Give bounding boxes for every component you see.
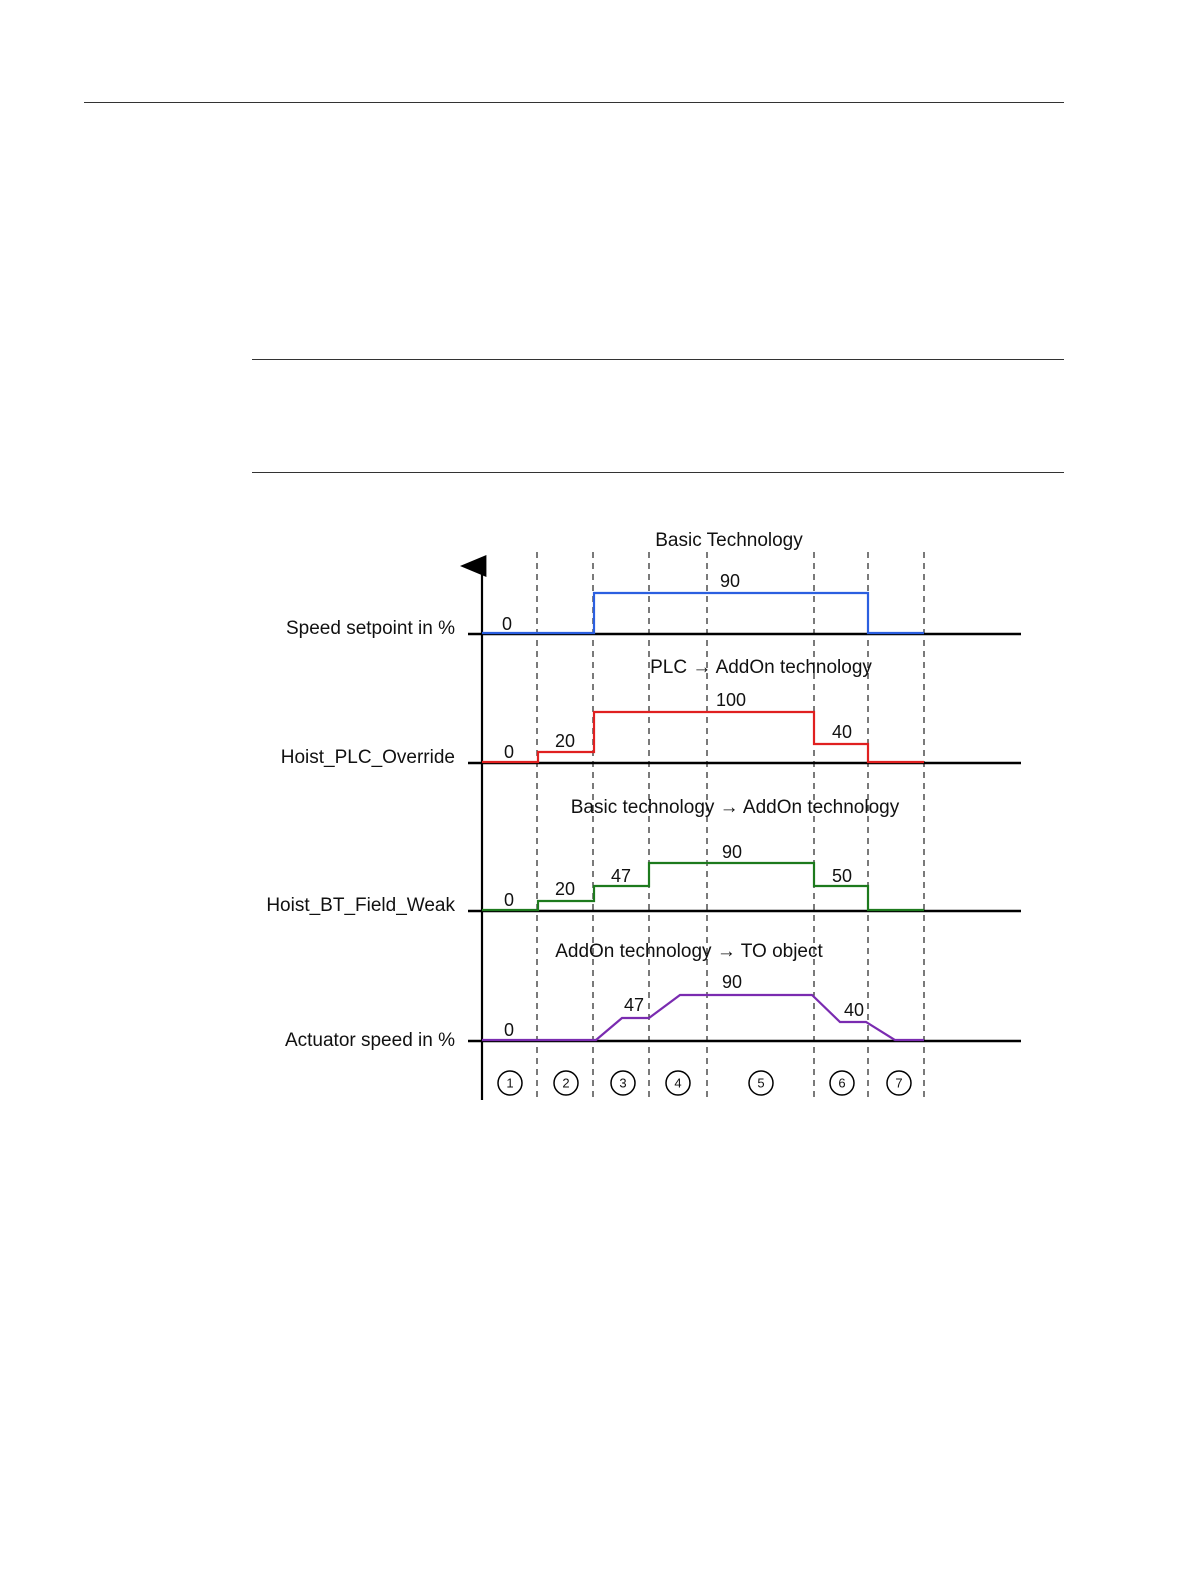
- step-marker-4: 4: [665, 1070, 691, 1096]
- step-number: 1: [506, 1076, 513, 1091]
- value-label-act-47: 47: [624, 995, 644, 1015]
- row-label-speed-setpoint: Speed setpoint in %: [286, 618, 455, 639]
- title-plc-override: PLC → AddOn technology: [650, 657, 872, 678]
- top-rule: [84, 102, 1064, 103]
- phase-dividers: [536, 552, 925, 1100]
- value-label-speed-90: 90: [720, 571, 740, 591]
- trace-actuator: [482, 993, 924, 1042]
- step-number: 4: [674, 1076, 681, 1091]
- value-label-plc-100: 100: [716, 690, 746, 710]
- step-marker-1: 1: [497, 1070, 523, 1096]
- value-label-fw-47: 47: [611, 866, 631, 886]
- row-label-field-weak: Hoist_BT_Field_Weak: [266, 895, 455, 916]
- step-marker-5: 5: [748, 1070, 774, 1096]
- value-label-fw-90: 90: [722, 842, 742, 862]
- step-number: 2: [562, 1076, 569, 1091]
- title-actuator: AddOn technology → TO object: [555, 941, 823, 962]
- step-marker-3: 3: [610, 1070, 636, 1096]
- title-field-weak: Basic technology → AddOn technology: [571, 797, 900, 818]
- phase-steps: 1 2 3 4 5 6 7: [497, 1070, 912, 1096]
- step-number: 3: [619, 1076, 626, 1091]
- value-label-fw-20: 20: [555, 879, 575, 899]
- note-rule-top: [252, 359, 1064, 360]
- value-label-act-0: 0: [504, 1020, 514, 1040]
- value-label-plc-40: 40: [832, 722, 852, 742]
- trace-plc-override: [482, 710, 924, 764]
- value-label-act-90: 90: [722, 972, 742, 992]
- title-speed-setpoint: Basic Technology: [655, 530, 803, 551]
- step-number: 7: [895, 1076, 902, 1091]
- row-label-plc-override: Hoist_PLC_Override: [281, 747, 455, 768]
- value-label-speed-0: 0: [502, 614, 512, 634]
- note-rule-bottom: [252, 472, 1064, 473]
- trace-speed-setpoint: [482, 591, 924, 635]
- row-label-actuator: Actuator speed in %: [285, 1030, 455, 1051]
- step-marker-7: 7: [886, 1070, 912, 1096]
- step-marker-6: 6: [829, 1070, 855, 1096]
- value-label-plc-0: 0: [504, 742, 514, 762]
- value-label-plc-20: 20: [555, 731, 575, 751]
- value-label-fw-0: 0: [504, 890, 514, 910]
- value-label-fw-50: 50: [832, 866, 852, 886]
- value-label-act-40: 40: [844, 1000, 864, 1020]
- step-number: 6: [838, 1076, 845, 1091]
- step-number: 5: [757, 1076, 764, 1091]
- step-marker-2: 2: [553, 1070, 579, 1096]
- trace-field-weak: [482, 861, 924, 912]
